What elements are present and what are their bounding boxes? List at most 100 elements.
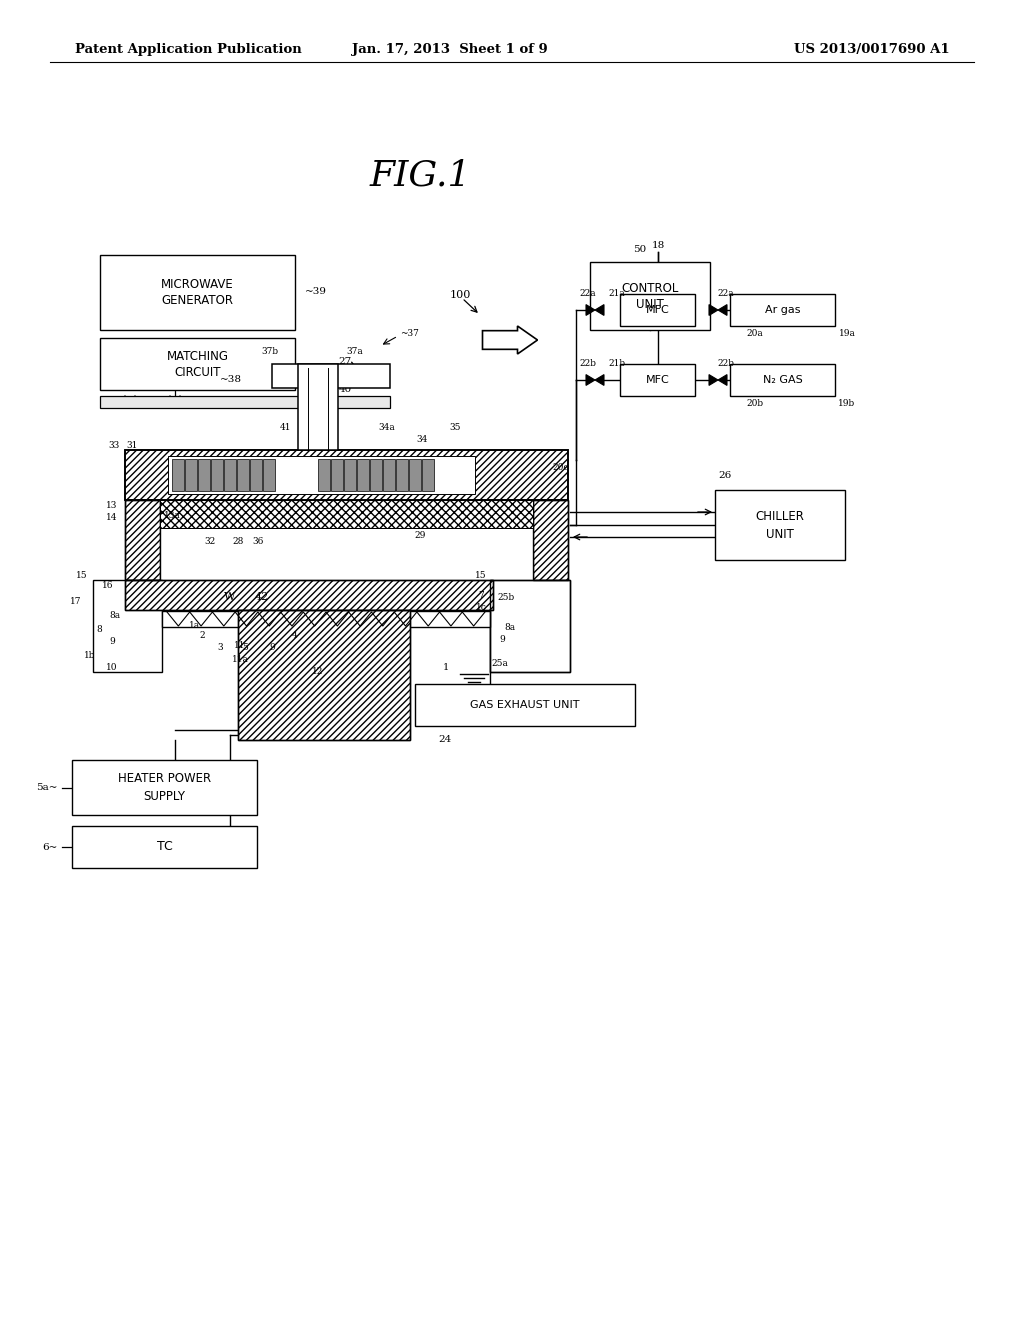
Text: 1c: 1c xyxy=(475,603,486,612)
Text: 7: 7 xyxy=(478,590,484,599)
Text: US 2013/0017690 A1: US 2013/0017690 A1 xyxy=(795,44,950,57)
Text: UNIT: UNIT xyxy=(766,528,794,540)
Bar xyxy=(185,459,197,491)
Text: 25b: 25b xyxy=(498,594,515,602)
Text: 2: 2 xyxy=(200,631,205,639)
Text: 25a: 25a xyxy=(492,660,509,668)
Text: 33: 33 xyxy=(109,441,120,450)
Text: 40: 40 xyxy=(338,385,351,395)
Bar xyxy=(298,364,338,450)
Text: 100: 100 xyxy=(450,290,471,300)
Text: 10: 10 xyxy=(106,664,118,672)
Bar xyxy=(620,294,695,326)
Polygon shape xyxy=(586,375,595,385)
Text: 20a: 20a xyxy=(746,330,763,338)
Bar xyxy=(534,500,568,579)
Bar xyxy=(344,459,356,491)
Text: 22b: 22b xyxy=(580,359,597,368)
Polygon shape xyxy=(595,375,604,385)
Text: 19b: 19b xyxy=(839,400,856,408)
Text: 22a: 22a xyxy=(718,289,734,298)
Text: HEATER POWER: HEATER POWER xyxy=(118,772,211,785)
Text: 12: 12 xyxy=(312,668,324,676)
Text: 27: 27 xyxy=(338,358,351,367)
Text: 1b: 1b xyxy=(84,651,96,660)
Text: GENERATOR: GENERATOR xyxy=(162,294,233,308)
Bar xyxy=(237,459,249,491)
Text: 32: 32 xyxy=(205,537,216,546)
Bar xyxy=(72,826,257,869)
Text: 37a: 37a xyxy=(347,347,364,356)
Text: 31: 31 xyxy=(126,441,137,450)
Bar xyxy=(409,459,421,491)
Bar xyxy=(198,459,210,491)
Text: 42: 42 xyxy=(255,591,269,602)
Bar xyxy=(730,364,835,396)
Text: 18: 18 xyxy=(651,240,665,249)
Text: ~38: ~38 xyxy=(220,375,242,384)
Bar xyxy=(238,610,410,741)
Polygon shape xyxy=(482,326,538,354)
Text: UNIT: UNIT xyxy=(636,297,664,310)
Text: SUPPLY: SUPPLY xyxy=(143,789,185,803)
Text: Patent Application Publication: Patent Application Publication xyxy=(75,44,302,57)
Text: 22b: 22b xyxy=(718,359,734,368)
Bar xyxy=(383,459,395,491)
Text: 14: 14 xyxy=(106,513,118,523)
Text: 41: 41 xyxy=(280,424,291,433)
Bar xyxy=(263,459,275,491)
Text: 13a: 13a xyxy=(164,511,180,520)
Polygon shape xyxy=(709,375,718,385)
Text: 8a: 8a xyxy=(110,610,121,619)
Text: 26: 26 xyxy=(719,471,731,480)
Text: ~37: ~37 xyxy=(400,330,419,338)
Bar xyxy=(125,579,493,610)
Bar xyxy=(100,255,295,330)
Bar xyxy=(160,500,534,528)
Text: 9: 9 xyxy=(499,635,505,644)
Bar xyxy=(100,338,295,389)
Text: 21a: 21a xyxy=(608,289,626,298)
Text: 24: 24 xyxy=(438,735,452,744)
Text: 15: 15 xyxy=(76,570,88,579)
Text: MICROWAVE: MICROWAVE xyxy=(161,279,233,290)
Text: TC: TC xyxy=(157,841,172,854)
Text: 20c: 20c xyxy=(553,463,569,473)
Text: MFC: MFC xyxy=(646,305,670,315)
Polygon shape xyxy=(718,305,727,315)
Text: 17: 17 xyxy=(71,598,82,606)
Text: CHILLER: CHILLER xyxy=(756,510,805,523)
Bar xyxy=(730,294,835,326)
Text: Jan. 17, 2013  Sheet 1 of 9: Jan. 17, 2013 Sheet 1 of 9 xyxy=(352,44,548,57)
Bar xyxy=(422,459,434,491)
Text: 5: 5 xyxy=(242,643,248,652)
Bar xyxy=(238,610,410,741)
Text: 4: 4 xyxy=(292,631,298,639)
Text: 37b: 37b xyxy=(261,347,279,356)
Bar xyxy=(715,490,845,560)
Bar xyxy=(590,261,710,330)
Text: 34: 34 xyxy=(417,436,428,445)
Bar xyxy=(93,579,162,672)
Text: 21b: 21b xyxy=(608,359,626,368)
Bar xyxy=(370,459,382,491)
Text: 9: 9 xyxy=(110,638,115,647)
Text: 9: 9 xyxy=(269,643,274,652)
Bar xyxy=(490,579,570,672)
Bar xyxy=(357,459,369,491)
Text: MFC: MFC xyxy=(646,375,670,385)
Bar xyxy=(168,455,475,494)
Text: 22a: 22a xyxy=(580,289,596,298)
Text: ~39: ~39 xyxy=(305,288,327,297)
Text: CIRCUIT: CIRCUIT xyxy=(174,366,221,379)
Polygon shape xyxy=(709,305,718,315)
Text: W: W xyxy=(224,591,236,602)
Bar xyxy=(490,579,570,672)
Bar xyxy=(415,684,635,726)
Bar xyxy=(125,450,568,500)
Text: 8a: 8a xyxy=(505,623,515,632)
Bar xyxy=(318,459,330,491)
Bar xyxy=(125,500,160,579)
Bar xyxy=(396,459,408,491)
Text: MATCHING: MATCHING xyxy=(167,350,228,363)
